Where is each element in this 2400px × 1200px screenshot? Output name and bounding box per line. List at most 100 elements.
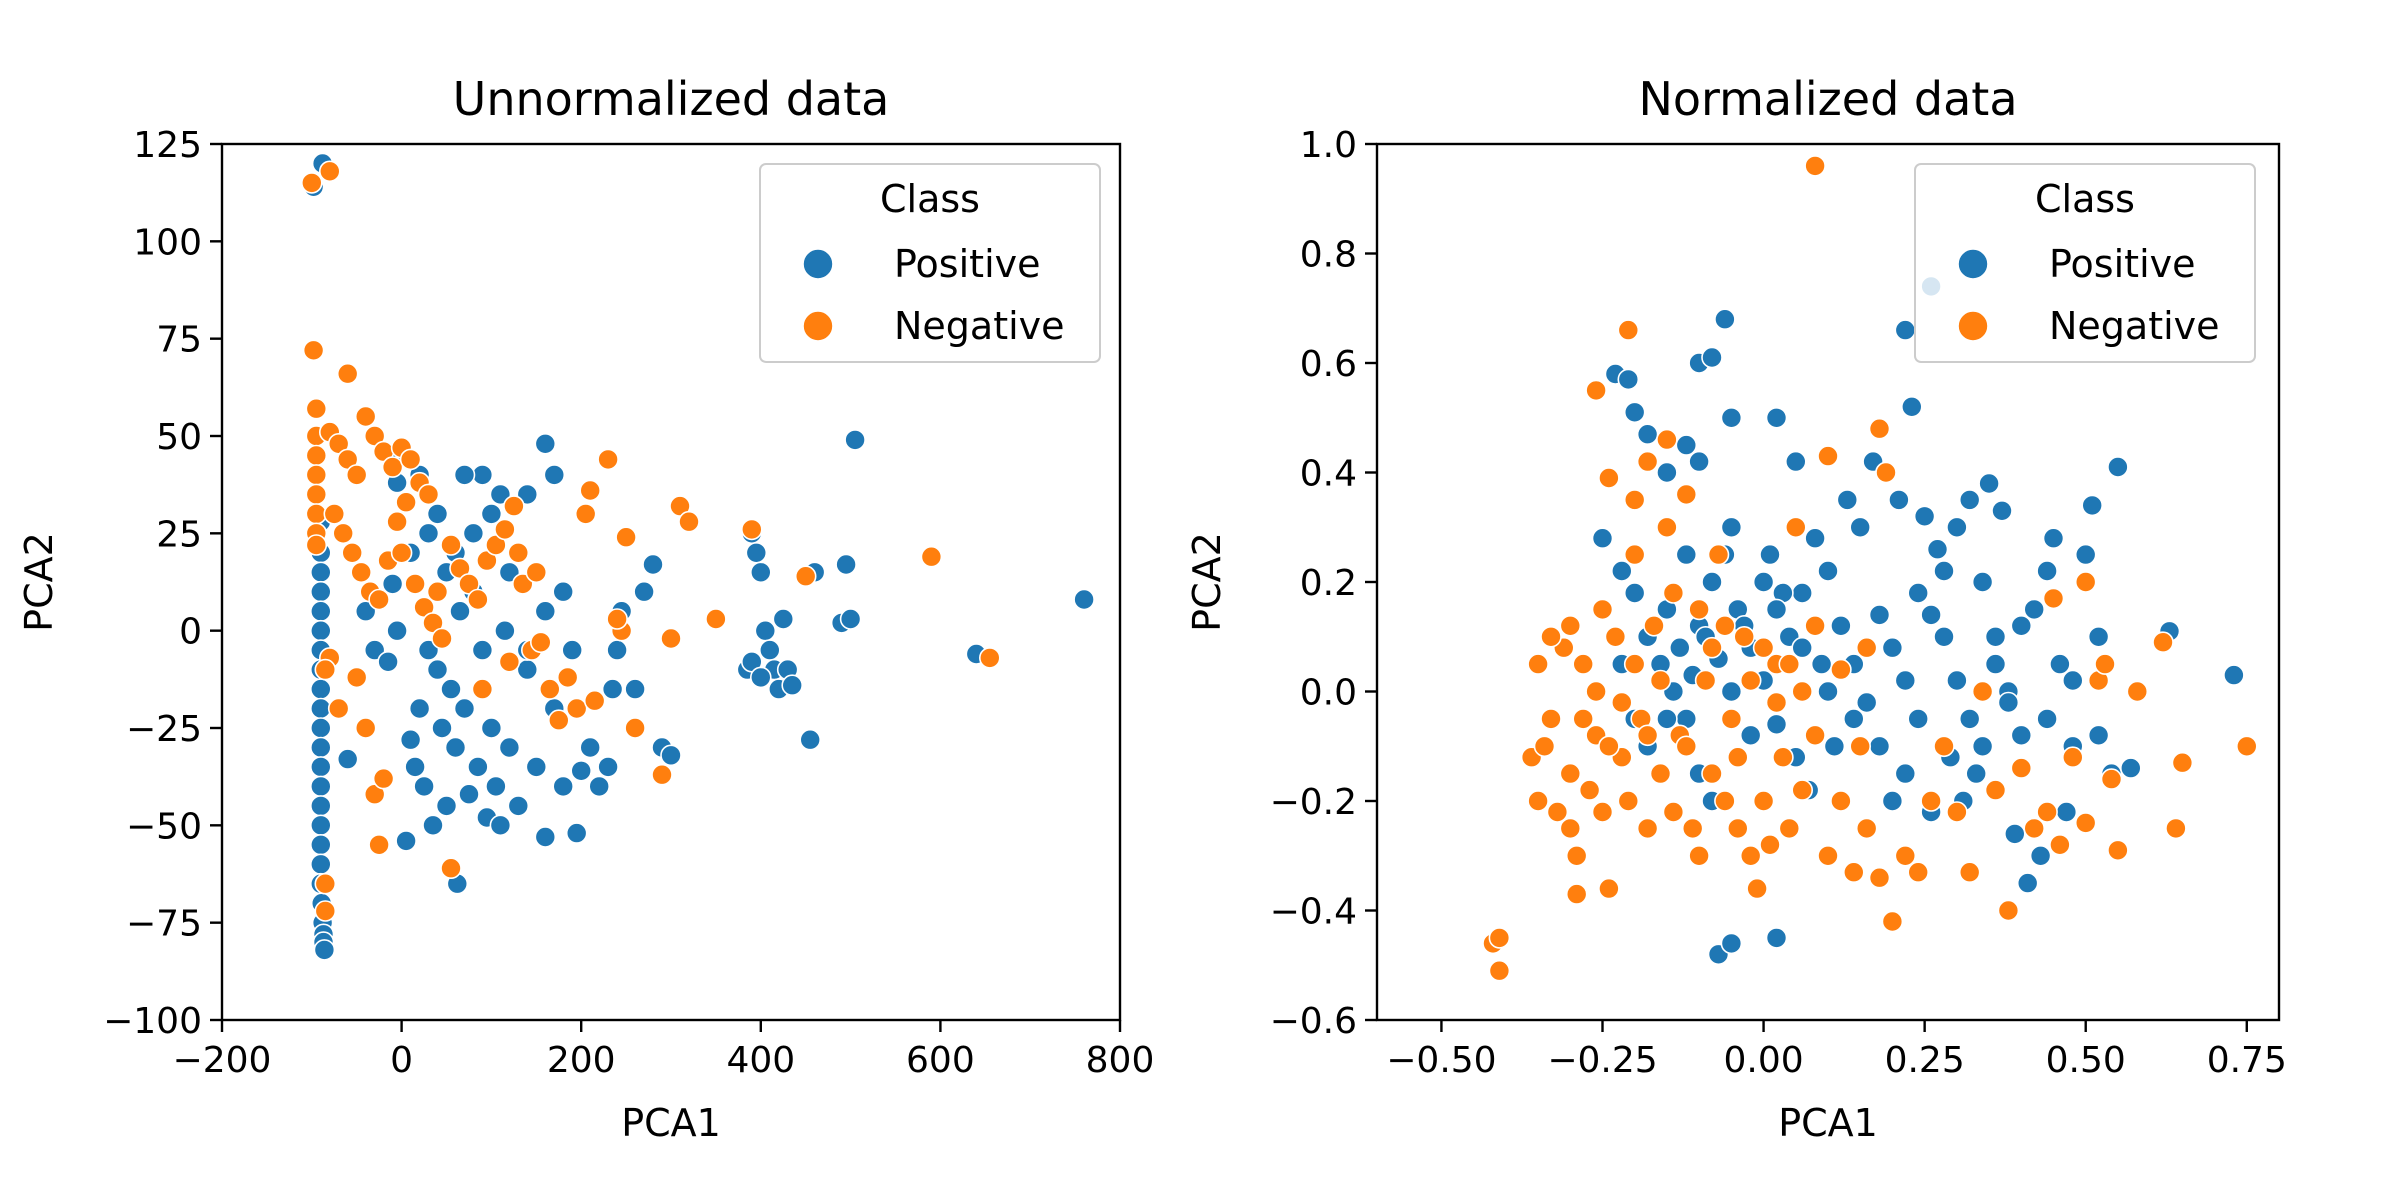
point-negative	[1559, 762, 1582, 785]
point-negative	[1997, 899, 2020, 922]
point-negative	[1527, 653, 1549, 675]
point-negative	[1849, 735, 1871, 758]
panel-unnormalized: Unnormalized data −200 0 200 400 600 800−100−…	[17, 72, 1154, 1145]
scatter-marks	[300, 152, 1095, 961]
point-negative	[1752, 790, 1775, 812]
point-positive	[601, 678, 624, 700]
point-positive	[1881, 790, 1904, 812]
ticks: −0.50 −0.25 0.00 0.25 0.50 0.75 −0.6 −0.4 −0.2 0.…	[1270, 125, 2287, 1081]
point-positive	[1810, 653, 1833, 675]
point-positive	[1636, 423, 1659, 446]
y-tick-label: 0.2	[1300, 563, 1357, 604]
point-negative	[660, 627, 682, 650]
point-positive	[1765, 598, 1788, 621]
point-positive	[579, 736, 602, 759]
point-positive	[1591, 527, 1614, 550]
point-positive	[336, 748, 359, 770]
point-negative	[1785, 516, 1807, 539]
point-positive	[453, 697, 476, 720]
y-tick-label: 0.6	[1300, 344, 1357, 385]
point-positive	[1759, 543, 1781, 566]
point-negative	[494, 518, 516, 541]
point-positive	[2074, 543, 2097, 566]
point-positive	[417, 522, 440, 545]
point-positive	[453, 464, 476, 486]
point-negative	[395, 491, 417, 514]
point-negative	[1636, 450, 1659, 473]
legend-title: Class	[2035, 177, 2135, 221]
point-negative	[1675, 483, 1698, 506]
point-negative	[920, 545, 943, 568]
point-positive	[422, 814, 444, 837]
point-negative	[2074, 571, 2097, 593]
point-negative	[381, 456, 404, 478]
point-negative	[1855, 817, 1878, 840]
point-positive	[835, 553, 857, 576]
point-negative	[1559, 817, 1582, 840]
point-negative	[615, 526, 637, 549]
point-negative	[1649, 762, 1672, 785]
point-negative	[1649, 669, 1672, 692]
y-tick-label: 0.4	[1300, 454, 1357, 495]
point-positive	[489, 814, 512, 837]
panel-normalized: Normalized data −0.50 −0.25 0.00 0.25 0.50 0.…	[1185, 72, 2287, 1145]
point-positive	[1958, 489, 1981, 511]
point-positive	[552, 580, 575, 603]
point-positive	[2016, 872, 2039, 894]
point-negative	[1946, 801, 1968, 823]
point-positive	[1830, 614, 1852, 637]
point-positive	[309, 853, 332, 876]
point-positive	[588, 775, 611, 798]
point-negative	[1662, 801, 1685, 823]
point-positive	[597, 756, 619, 778]
x-tick-label: 0.00	[1723, 1040, 1803, 1081]
point-positive	[2087, 625, 2110, 648]
point-positive	[485, 775, 507, 798]
point-positive	[565, 822, 588, 844]
point-positive	[1669, 636, 1691, 659]
point-negative	[1585, 379, 1607, 402]
point-negative	[1817, 445, 1839, 467]
point-positive	[2055, 801, 2078, 823]
legend-frame	[1914, 163, 2256, 363]
point-negative	[1598, 735, 1620, 758]
point-negative	[302, 339, 325, 362]
point-negative	[426, 580, 449, 603]
point-negative	[1656, 428, 1678, 451]
point-negative	[1623, 543, 1646, 566]
point-negative	[1804, 155, 1826, 177]
point-positive	[1978, 472, 2000, 495]
point-negative	[705, 608, 727, 630]
point-positive	[2107, 456, 2129, 478]
point-negative	[314, 872, 337, 895]
point-negative	[1662, 582, 1685, 604]
point-negative	[1958, 861, 1981, 884]
point-negative	[345, 666, 368, 689]
y-axis-label: PCA2	[1185, 532, 1229, 632]
point-negative	[305, 483, 328, 506]
point-negative	[354, 405, 377, 428]
point-negative	[2100, 768, 2123, 790]
point-negative	[1830, 790, 1852, 812]
point-negative	[305, 464, 328, 486]
point-positive	[1675, 434, 1698, 456]
point-negative	[1933, 735, 1955, 758]
point-positive	[749, 666, 772, 689]
point-negative	[1707, 543, 1730, 566]
point-positive	[1675, 543, 1698, 566]
point-positive	[642, 553, 664, 576]
point-negative	[1894, 844, 1917, 867]
point-negative	[1623, 489, 1646, 511]
point-positive	[1623, 582, 1646, 604]
point-negative	[417, 483, 440, 506]
point-negative	[2165, 817, 2187, 840]
point-positive	[431, 717, 453, 739]
point-negative	[336, 362, 359, 385]
x-tick-label: 0	[390, 1040, 413, 1081]
point-positive	[1971, 735, 1994, 758]
point-positive	[309, 697, 332, 720]
point-negative	[624, 717, 646, 739]
legend-label-positive: Positive	[894, 242, 1041, 286]
point-negative	[978, 647, 1001, 669]
point-negative	[341, 541, 364, 564]
